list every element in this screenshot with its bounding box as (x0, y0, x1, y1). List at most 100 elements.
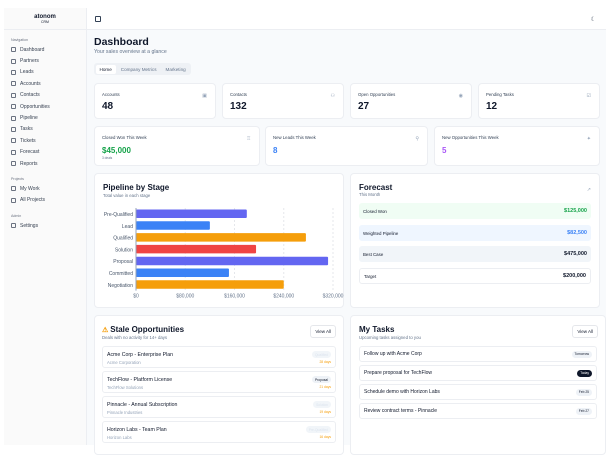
view-all-stale-button[interactable]: View All (310, 325, 336, 338)
target-icon: ◉ (458, 93, 463, 99)
sidebar-item-label: Leads (20, 69, 34, 76)
row-label: Target (364, 273, 377, 279)
accounts-icon (11, 81, 16, 87)
stat-value: 132 (230, 101, 247, 112)
stale-opportunity-row[interactable]: Acme Corp - Enterprise Plan Acme Corporat… (102, 346, 336, 368)
sidebar-section-title: Navigation (11, 38, 28, 42)
sidebar-item-tickets[interactable]: Tickets (4, 135, 86, 146)
stat-label: Pending Tasks (486, 92, 514, 97)
forecast-card: Forecast This Month ↗ Closed Won $125,000… (350, 173, 600, 308)
sidebar-item-leads[interactable]: Leads (4, 67, 86, 78)
bar-negotiation[interactable] (136, 280, 284, 289)
reports-icon (11, 161, 16, 167)
sidebar-item-dashboard[interactable]: Dashboard (4, 44, 86, 55)
stage-badge: Proposal (311, 376, 331, 383)
tab-home[interactable]: Home (95, 64, 116, 74)
stat-open-opportunities: Open Opportunities 27 ◉ (350, 83, 472, 119)
forecast-target: Target $200,000 (359, 268, 591, 284)
sidebar-item-contacts[interactable]: Contacts (4, 90, 86, 101)
due-badge: Tomorrow (571, 350, 592, 358)
sidebar-item-pipeline[interactable]: Pipeline (4, 112, 86, 123)
new-opps-week-card: New Opportunities This Week 5 ✦ (434, 126, 600, 166)
due-badge: Today (577, 369, 592, 377)
bar-lead[interactable] (136, 221, 210, 230)
opportunity-name: TechFlow - Platform License (107, 377, 173, 383)
sidebar-item-label: Tasks (20, 126, 33, 133)
bar-proposal[interactable] (136, 256, 329, 266)
stale-opportunity-row[interactable]: Pinnacle - Annual Subscription Pinnacle I… (102, 396, 336, 418)
row-value: $82,500 (567, 230, 587, 236)
bar-pre-qualified[interactable] (136, 209, 247, 219)
sidebar-section-title: Admin (11, 214, 22, 219)
bar-committed[interactable] (136, 268, 229, 278)
task-name: Prepare proposal for TechFlow (364, 370, 432, 376)
sidebar-item-label: All Projects (20, 197, 46, 204)
user-plus-icon: ⚲ (415, 136, 419, 142)
view-all-tasks-button[interactable]: View All (572, 325, 598, 338)
sparkle-icon: ✦ (586, 136, 591, 142)
sidebar: atonom CRM Navigation Dashboard Partners Lea… (4, 8, 87, 445)
sidebar-item-label: Reports (20, 160, 38, 167)
company-name: Pinnacle Industries (107, 410, 143, 415)
x-tick-label: $80,000 (176, 294, 194, 300)
stale-opportunity-row[interactable]: Horizon Labs - Team Plan Horizon Labs Pre-… (102, 421, 336, 443)
stat-value: 27 (358, 101, 370, 112)
y-tick-label: Solution (115, 247, 133, 253)
theme-toggle-icon[interactable]: ☾ (590, 17, 596, 23)
sidebar-item-opportunities[interactable]: Opportunities (4, 101, 86, 112)
card-title: Forecast (359, 183, 393, 192)
sidebar-item-partners[interactable]: Partners (4, 55, 86, 66)
forecast-weighted-pipeline: Weighted Pipeline $82,500 (359, 225, 591, 241)
sidebar-item-all-projects[interactable]: All Projects (4, 195, 86, 206)
sidebar-item-tasks[interactable]: Tasks (4, 124, 86, 135)
days-stale: 19 days (319, 410, 331, 414)
y-tick-label: Proposal (113, 259, 133, 265)
task-row[interactable]: Schedule demo with Horizon Labs Feb 25 (359, 384, 597, 400)
card-subtitle: Deals with no activity for 14+ days (102, 335, 168, 340)
company-name: Horizon Labs (107, 435, 132, 440)
days-stale: 16 days (319, 435, 331, 439)
page-title: Dashboard (94, 36, 149, 48)
forecast-closed-won: Closed Won $125,000 (359, 203, 591, 219)
company-name: Acme Corporation (107, 360, 141, 365)
sidebar-item-forecast[interactable]: Forecast (4, 147, 86, 158)
main: ☾ Dashboard Your sales overview at a gla… (87, 8, 606, 455)
users-icon: ⚇ (330, 93, 335, 99)
task-row[interactable]: Follow up with Acme Corp Tomorrow (359, 346, 597, 362)
sidebar-item-label: Opportunities (20, 103, 50, 110)
forecast-icon (11, 149, 16, 155)
settings-icon (11, 223, 16, 229)
y-tick-label: Committed (109, 271, 133, 277)
sidebar-item-settings[interactable]: Settings (4, 220, 86, 231)
x-tick-label: $240,000 (273, 294, 294, 300)
bar-qualified[interactable] (136, 233, 306, 242)
bar-solution[interactable] (136, 244, 257, 254)
logo[interactable]: atonom CRM (4, 8, 86, 30)
sidebar-item-accounts[interactable]: Accounts (4, 78, 86, 89)
row-label: Weighted Pipeline (363, 230, 399, 236)
sidebar-item-label: Tickets (20, 137, 36, 144)
stage-badge: Solution (313, 401, 331, 408)
due-badge: Feb 27 (575, 407, 592, 415)
y-tick-label: Pre-Qualified (104, 212, 133, 218)
days-stale: 21 days (319, 385, 331, 389)
sidebar-item-my-work[interactable]: My Work (4, 183, 86, 194)
sidebar-item-reports[interactable]: Reports (4, 158, 86, 169)
card-title: My Tasks (359, 325, 395, 334)
task-row[interactable]: Review contract terms - Pinnacle Feb 27 (359, 403, 597, 419)
sidebar-item-label: Pipeline (20, 115, 38, 122)
due-badge: Feb 25 (575, 388, 592, 396)
all-projects-icon (11, 197, 16, 203)
new-leads-week-card: New Leads This Week 8 ⚲ (265, 126, 428, 166)
card-title: Pipeline by Stage (103, 183, 170, 192)
stale-opportunity-row[interactable]: TechFlow - Platform License TechFlow Solu… (102, 371, 336, 393)
tasks-icon (11, 126, 16, 132)
tab-marketing[interactable]: Marketing (165, 67, 186, 72)
tab-company-metrics[interactable]: Company Metrics (120, 67, 157, 72)
stat-value: 48 (102, 101, 114, 112)
checklist-icon: ☑ (586, 93, 591, 99)
card-label: Closed Won This Week (102, 135, 147, 140)
task-row[interactable]: Prepare proposal for TechFlow Today (359, 365, 597, 381)
sidebar-item-label: Contacts (20, 92, 40, 99)
sidebar-toggle-icon[interactable] (95, 16, 101, 22)
